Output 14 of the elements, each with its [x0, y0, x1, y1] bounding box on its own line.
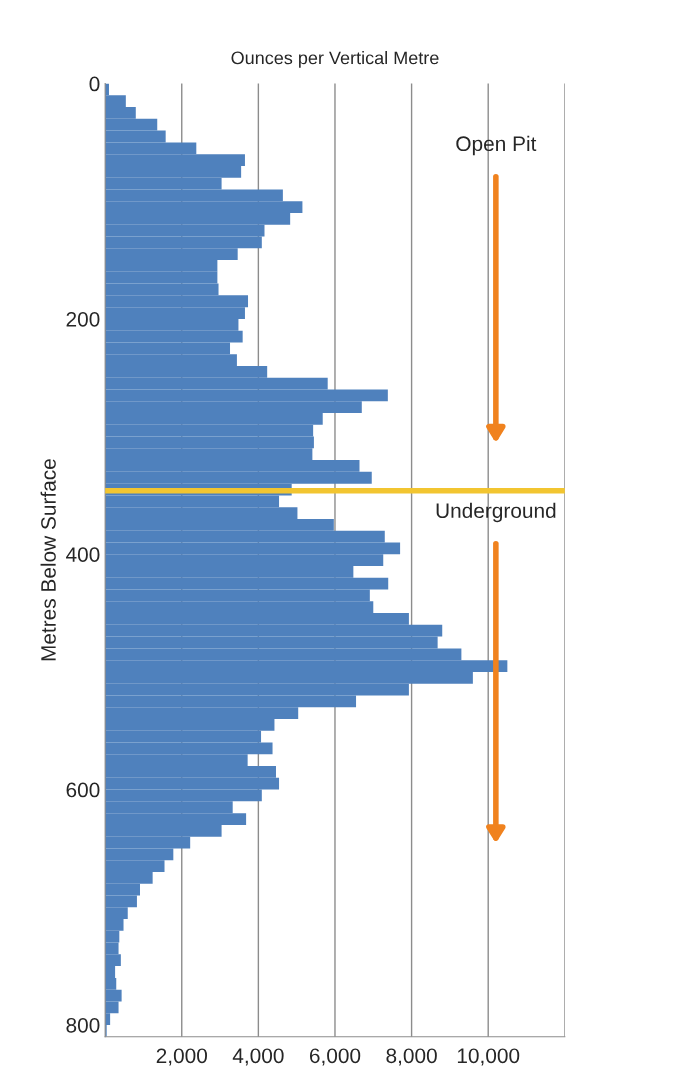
y-tick-label: 0 — [89, 76, 100, 92]
y-axis-title: Metres Below Surface — [40, 459, 56, 661]
x-tick-label: 4,000 — [232, 1048, 284, 1066]
annotation: Open Pit — [456, 135, 537, 156]
x-tick-label: 8,000 — [386, 1048, 437, 1066]
x-tick-label: 10,000 — [457, 1048, 520, 1066]
annotation: Underground — [436, 502, 556, 523]
y-tick-label: 200 — [66, 311, 100, 327]
y-tick-label: 600 — [66, 782, 100, 798]
chart-title: Ounces per Vertical Metre — [231, 51, 439, 68]
y-tick-label: 400 — [66, 547, 100, 562]
x-tick-label: 2,000 — [156, 1048, 208, 1066]
y-tick-label: 800 — [66, 1017, 100, 1033]
x-tick-label: 6,000 — [309, 1048, 361, 1066]
